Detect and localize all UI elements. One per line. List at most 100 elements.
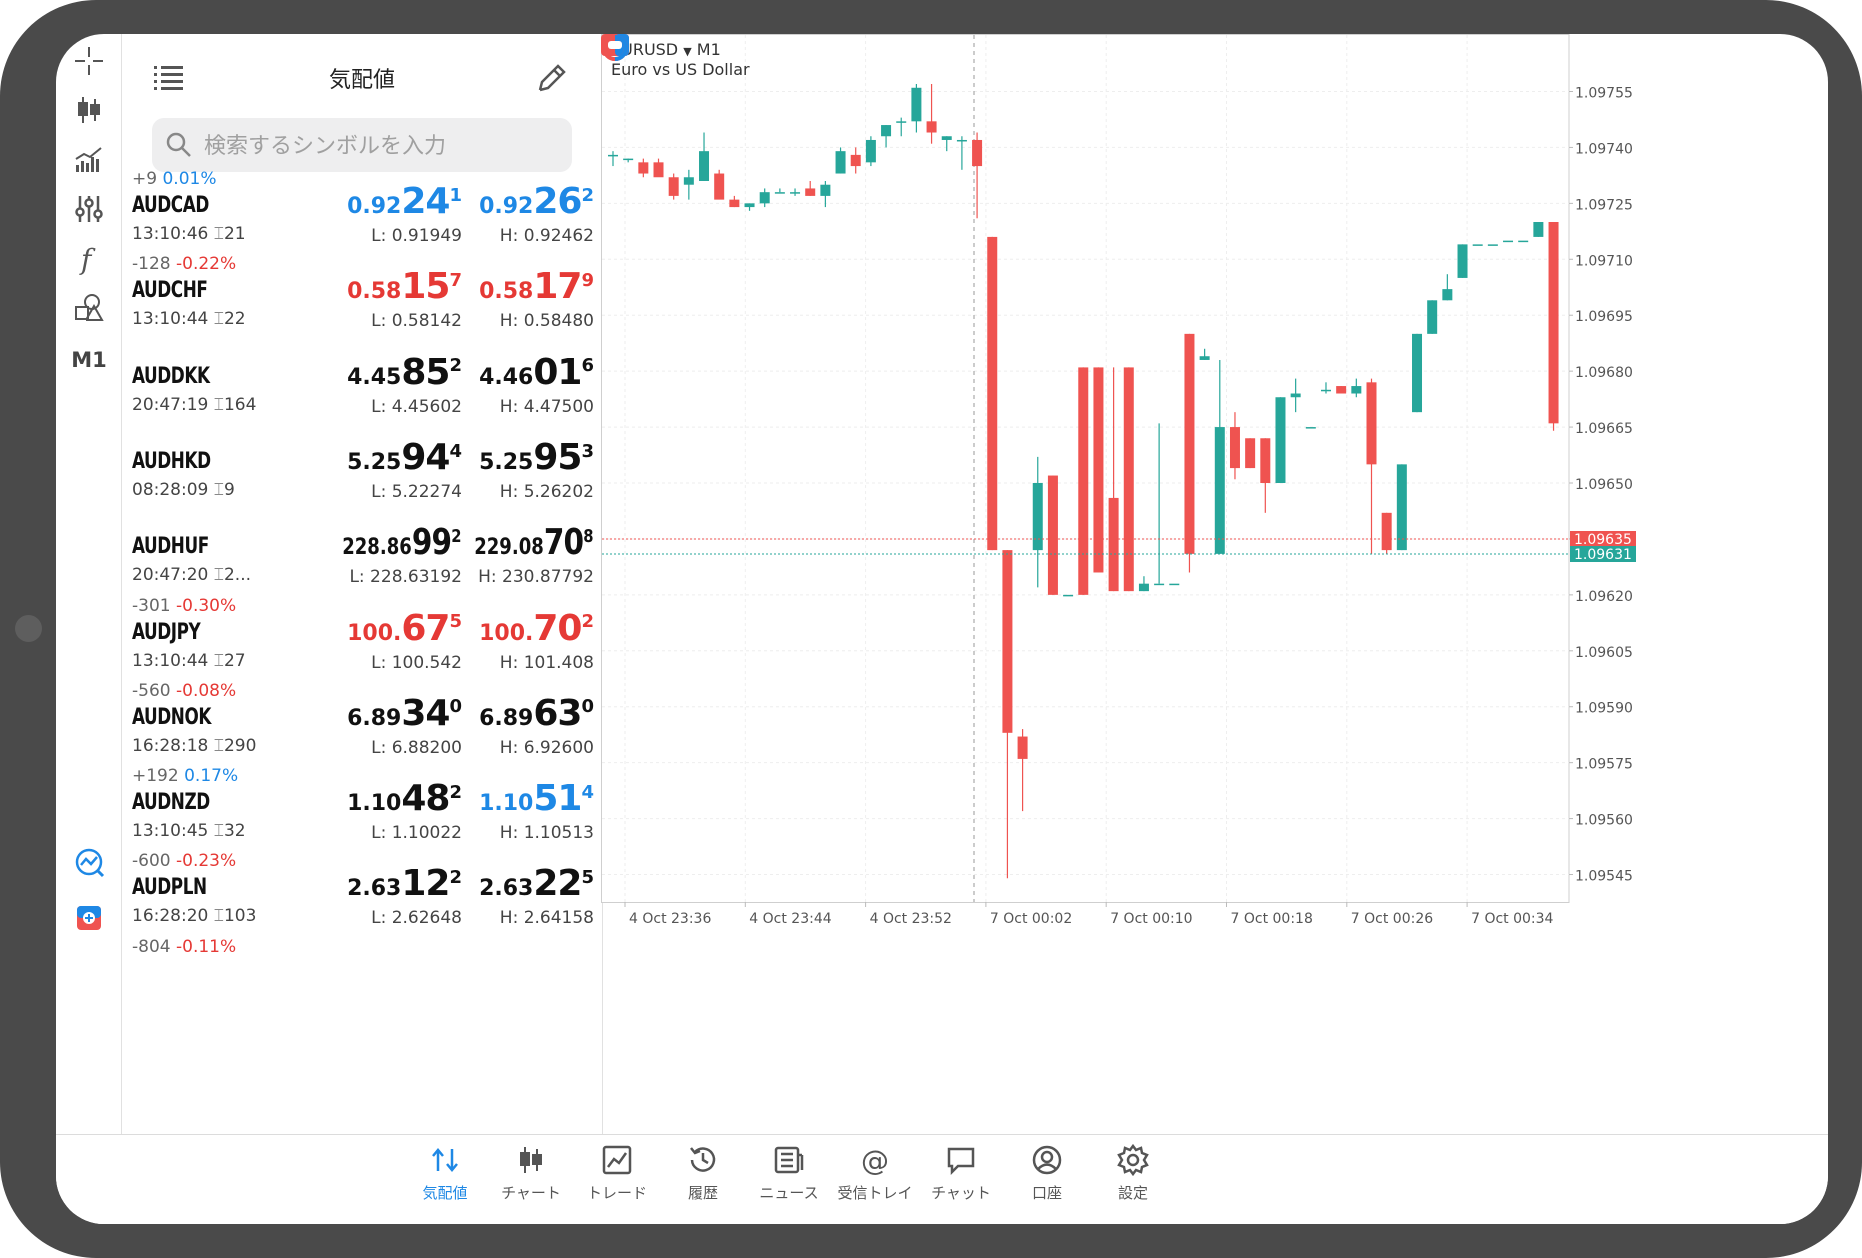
candle-body (1427, 300, 1438, 334)
price-axis-label: 1.09650 (1575, 477, 1633, 493)
function-icon[interactable]: f (64, 237, 114, 281)
price-axis-label: 1.09620 (1575, 589, 1633, 605)
spread-icon: ⌶ (213, 821, 224, 842)
spread-value: 290 (223, 735, 257, 756)
timeframe-button[interactable]: M1 (64, 338, 114, 382)
crosshair-icon[interactable] (64, 39, 114, 83)
change-value: +192 0.17% (132, 766, 238, 786)
quote-row[interactable]: +192 0.17% AUDNZD 13:10:45 ⌶32 1.10482 1.105… (122, 764, 602, 865)
depth-of-market-icon[interactable] (601, 34, 629, 62)
spread-icon: ⌶ (213, 479, 224, 500)
spread-value: 2... (223, 565, 251, 586)
nav-history[interactable]: 履歴 (660, 1143, 746, 1219)
nav-label: 履歴 (687, 1184, 718, 1202)
quote-row[interactable]: -600 -0.23% AUDPLN 16:28:20 ⌶103 2.63122 2.6… (122, 849, 602, 950)
indicators-icon[interactable] (64, 138, 114, 182)
candle-body (865, 139, 876, 163)
bid-price: 1.10482 (347, 778, 462, 820)
quote-row[interactable]: -128 -0.22% AUDCHF 13:10:44 ⌶22 0.58157 0.58… (122, 252, 602, 353)
search-input[interactable] (202, 118, 566, 174)
candle-body (1290, 393, 1301, 398)
candle-body (714, 173, 725, 200)
low-price: L: 4.45602 (371, 396, 462, 417)
high-price: H: 6.92600 (499, 737, 594, 758)
candle-body (1047, 475, 1058, 595)
candle-body (638, 162, 649, 174)
change-points: -804 (132, 936, 171, 957)
nav-label: 口座 (1031, 1184, 1062, 1202)
nav-news[interactable]: ニュース (746, 1143, 832, 1219)
candle-body (699, 151, 710, 181)
change-value: -600 -0.23% (132, 851, 236, 871)
ask-price: 4.46016 (479, 351, 594, 393)
quote-time: 20:47:20 (132, 565, 209, 586)
candlestick-icon[interactable] (64, 88, 114, 132)
list-menu-icon[interactable] (152, 62, 186, 92)
price-axis-label: 1.09545 (1575, 869, 1633, 885)
history-icon (690, 1147, 716, 1172)
quote-row[interactable]: -560 -0.08% AUDNOK 16:28:18 ⌶290 6.89340 6.8… (122, 679, 602, 780)
candle-body (774, 192, 785, 194)
change-points: -560 (132, 680, 171, 701)
time-axis-label: 4 Oct 23:36 (629, 911, 711, 927)
quote-row[interactable]: AUDDKK 20:47:19 ⌶164 4.45852 4.46016 L: 4.45… (122, 338, 602, 439)
low-price: L: 2.62648 (371, 908, 462, 929)
candle-body (805, 188, 816, 196)
candle-body (1503, 240, 1514, 243)
candle-body (926, 121, 937, 133)
chart-area[interactable]: 1.09755 1.09740 1.09725 1.09710 1.09695 1.096… (601, 34, 1828, 1134)
bid-price: 228.86992 (342, 522, 462, 564)
ask-price: 1.10514 (479, 778, 594, 820)
spread-value: 27 (223, 650, 246, 671)
account-icon (1032, 1145, 1062, 1175)
change-value: -128 -0.22% (132, 254, 236, 274)
quote-row[interactable]: -804 -0.11% (122, 935, 602, 1036)
ask-price: 229.08708 (474, 522, 594, 564)
nav-quotes[interactable]: 気配値 (402, 1143, 488, 1219)
high-price: H: 0.92462 (499, 226, 594, 246)
settings-sliders-icon[interactable] (64, 187, 114, 231)
symbol-name: AUDDKK (132, 363, 210, 389)
symbol-name: AUDPLN (132, 875, 207, 901)
spread-icon: ⌶ (213, 650, 224, 671)
chart-canvas: 1.09755 1.09740 1.09725 1.09710 1.09695 1.096… (601, 34, 1636, 927)
change-value: -301 -0.30% (132, 596, 236, 616)
quote-row[interactable]: AUDHUF 20:47:20 ⌶2... 228.86992 229.08708 L:… (122, 508, 602, 609)
nav-label: チャート (501, 1184, 561, 1202)
candle-body (729, 199, 740, 208)
spread-value: 164 (223, 394, 257, 415)
spread-icon: ⌶ (213, 565, 224, 586)
objects-icon[interactable] (64, 286, 114, 330)
candle-body (1063, 594, 1074, 597)
nav-trade[interactable]: トレード (574, 1143, 660, 1219)
price-axis-label: 1.09695 (1575, 309, 1633, 325)
pencil-edit-icon[interactable] (534, 62, 568, 96)
change-value: -804 -0.11% (132, 937, 236, 957)
candle-body (1199, 356, 1210, 360)
bid-price: 2.63122 (347, 863, 462, 905)
candle-body (1214, 427, 1225, 554)
time-axis-label: 7 Oct 00:02 (990, 911, 1072, 927)
spread-value: 32 (223, 821, 246, 842)
price-axis-label: 1.09755 (1575, 86, 1633, 102)
candle-body (1548, 222, 1559, 424)
bid-price: 0.92241 (347, 181, 462, 222)
quote-row[interactable]: -301 -0.30% AUDJPY 13:10:44 ⌶27 100.675 100.… (122, 594, 602, 695)
nav-chat[interactable]: チャット (918, 1143, 1004, 1219)
high-price: H: 0.58480 (499, 311, 594, 332)
high-price: H: 101.408 (499, 652, 594, 673)
nav-settings[interactable]: 設定 (1090, 1143, 1176, 1219)
change-points: -128 (132, 254, 171, 275)
trading-assistant-icon[interactable] (64, 896, 114, 940)
nav-account[interactable]: 口座 (1004, 1143, 1090, 1219)
mail-icon: @ (861, 1144, 889, 1177)
nav-label: ニュース (759, 1184, 819, 1202)
candle-body (987, 236, 998, 551)
quote-row[interactable]: +9 0.01% AUDCAD 13:10:46 ⌶21 0.92241 0.92262… (122, 167, 602, 268)
quote-row[interactable]: AUDHKD 08:28:09 ⌶9 5.25944 5.25953 L: 5.2227… (122, 423, 602, 524)
nav-chart[interactable]: チャート (488, 1143, 574, 1219)
signals-icon[interactable] (64, 840, 114, 884)
nav-mail[interactable]: @ 受信トレイ (832, 1143, 918, 1219)
candle-body (1351, 386, 1362, 394)
